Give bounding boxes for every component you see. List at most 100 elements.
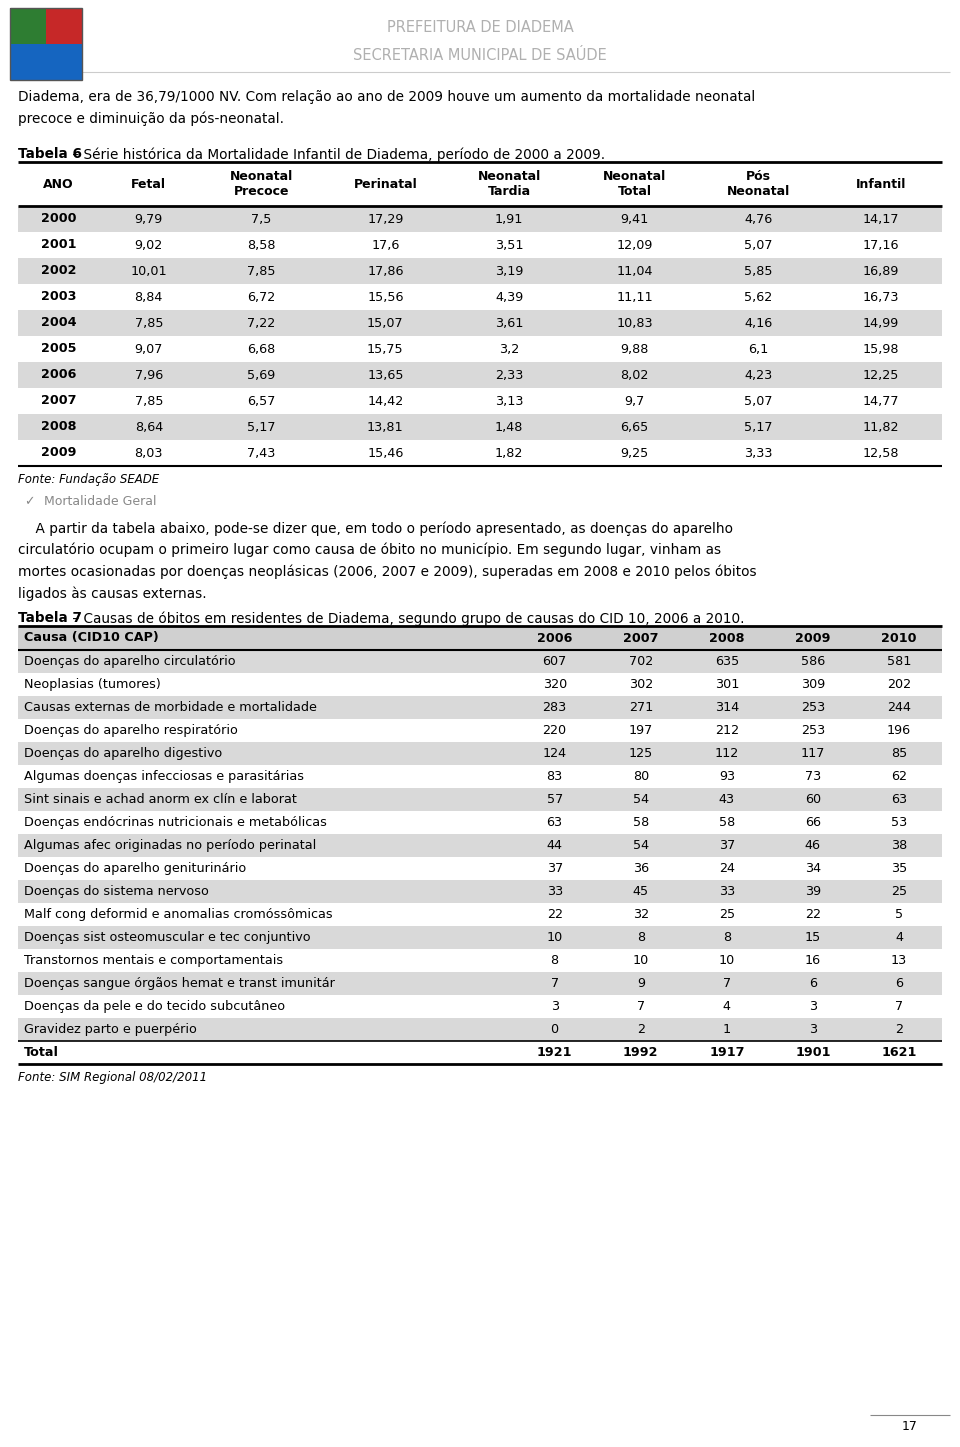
Text: 8,02: 8,02 — [620, 369, 649, 382]
Text: 60: 60 — [804, 793, 821, 806]
Text: 62: 62 — [891, 770, 907, 783]
Text: 9,41: 9,41 — [620, 213, 649, 226]
Text: 5: 5 — [895, 909, 903, 920]
Text: 2: 2 — [636, 1023, 645, 1036]
Text: 244: 244 — [887, 700, 911, 713]
Text: 9,79: 9,79 — [134, 213, 163, 226]
Text: 271: 271 — [629, 700, 653, 713]
Text: 22: 22 — [546, 909, 563, 920]
Bar — [18, 972, 942, 996]
Text: 301: 301 — [714, 679, 739, 692]
Text: 2003: 2003 — [40, 291, 76, 304]
Text: 6: 6 — [809, 977, 817, 990]
Text: 7,43: 7,43 — [248, 447, 276, 460]
Text: 12,25: 12,25 — [863, 369, 899, 382]
Text: 7,85: 7,85 — [248, 265, 276, 278]
Text: ✓: ✓ — [24, 495, 35, 508]
Text: Causas externas de morbidade e mortalidade: Causas externas de morbidade e mortalida… — [24, 700, 317, 713]
Text: 5,17: 5,17 — [744, 421, 773, 434]
Text: 6,72: 6,72 — [248, 291, 276, 304]
Text: 83: 83 — [546, 770, 563, 783]
Bar — [46, 9, 82, 43]
Text: 220: 220 — [542, 724, 566, 737]
Text: 4,16: 4,16 — [744, 317, 773, 330]
Text: Doenças do aparelho respiratório: Doenças do aparelho respiratório — [24, 724, 238, 737]
Text: 4,39: 4,39 — [495, 291, 523, 304]
Text: 5,07: 5,07 — [744, 239, 773, 252]
Text: 7,96: 7,96 — [134, 369, 163, 382]
Text: 14,42: 14,42 — [368, 395, 403, 408]
Bar — [18, 258, 942, 284]
Text: 53: 53 — [891, 816, 907, 829]
Text: 3,33: 3,33 — [744, 447, 773, 460]
Text: 2006: 2006 — [40, 369, 76, 382]
Text: 22: 22 — [804, 909, 821, 920]
Bar — [18, 414, 942, 440]
Text: 1901: 1901 — [795, 1046, 830, 1059]
Text: 44: 44 — [546, 839, 563, 852]
Text: 45: 45 — [633, 886, 649, 899]
Text: 2008: 2008 — [709, 631, 745, 644]
Text: 1917: 1917 — [709, 1046, 745, 1059]
Text: 302: 302 — [629, 679, 653, 692]
Text: 2005: 2005 — [40, 343, 76, 356]
Text: 9,88: 9,88 — [620, 343, 649, 356]
Text: 2006: 2006 — [537, 631, 572, 644]
Text: 253: 253 — [801, 724, 825, 737]
Text: 635: 635 — [714, 655, 739, 669]
Text: 25: 25 — [891, 886, 907, 899]
Text: 3,61: 3,61 — [495, 317, 523, 330]
Text: 34: 34 — [804, 862, 821, 875]
Text: 3: 3 — [551, 1000, 559, 1013]
Text: 11,82: 11,82 — [862, 421, 899, 434]
Text: 3,51: 3,51 — [495, 239, 523, 252]
Text: 9,7: 9,7 — [624, 395, 644, 408]
Text: Algumas afec originadas no período perinatal: Algumas afec originadas no período perin… — [24, 839, 316, 852]
Text: Doenças endócrinas nutricionais e metabólicas: Doenças endócrinas nutricionais e metabó… — [24, 816, 326, 829]
Text: 17,6: 17,6 — [372, 239, 399, 252]
Text: 16: 16 — [804, 954, 821, 967]
Bar — [18, 627, 942, 650]
Text: 63: 63 — [891, 793, 907, 806]
Bar — [18, 650, 942, 673]
Text: 73: 73 — [804, 770, 821, 783]
Text: Neonatal
Tardia: Neonatal Tardia — [477, 169, 540, 198]
Text: Doenças sangue órgãos hemat e transt imunitár: Doenças sangue órgãos hemat e transt imu… — [24, 977, 335, 990]
Text: 9,25: 9,25 — [620, 447, 649, 460]
Text: Malf cong deformid e anomalias cromóssômicas: Malf cong deformid e anomalias cromóssôm… — [24, 909, 332, 920]
Bar — [18, 362, 942, 388]
Text: 6: 6 — [895, 977, 903, 990]
Text: 7,5: 7,5 — [252, 213, 272, 226]
Text: 10: 10 — [546, 930, 563, 943]
Text: 124: 124 — [542, 747, 566, 760]
Text: Sint sinais e achad anorm ex clín e laborat: Sint sinais e achad anorm ex clín e labo… — [24, 793, 297, 806]
Text: Neoplasias (tumores): Neoplasias (tumores) — [24, 679, 160, 692]
Text: 3,19: 3,19 — [495, 265, 523, 278]
Text: 581: 581 — [887, 655, 911, 669]
Text: 17,16: 17,16 — [862, 239, 899, 252]
Text: 10: 10 — [719, 954, 735, 967]
Text: 3: 3 — [809, 1000, 817, 1013]
Text: Total: Total — [24, 1046, 59, 1059]
Text: 3,2: 3,2 — [499, 343, 519, 356]
Text: 11,04: 11,04 — [616, 265, 653, 278]
Text: 1,91: 1,91 — [495, 213, 523, 226]
Text: 7,85: 7,85 — [134, 395, 163, 408]
Text: 8,64: 8,64 — [134, 421, 163, 434]
Text: 13,81: 13,81 — [367, 421, 404, 434]
Text: 80: 80 — [633, 770, 649, 783]
Text: 58: 58 — [633, 816, 649, 829]
Text: Causa (CID10 CAP): Causa (CID10 CAP) — [24, 631, 158, 644]
Text: Doenças do aparelho circulatório: Doenças do aparelho circulatório — [24, 655, 235, 669]
Bar — [18, 310, 942, 336]
Bar — [10, 9, 82, 80]
Text: Doenças do sistema nervoso: Doenças do sistema nervoso — [24, 886, 209, 899]
Text: 10,83: 10,83 — [616, 317, 653, 330]
Text: 202: 202 — [887, 679, 911, 692]
Text: 2009: 2009 — [795, 631, 830, 644]
Text: 13,65: 13,65 — [367, 369, 403, 382]
Text: 4: 4 — [723, 1000, 731, 1013]
Text: 33: 33 — [719, 886, 735, 899]
Text: Tabela 7: Tabela 7 — [18, 611, 82, 625]
Text: 2: 2 — [895, 1023, 903, 1036]
